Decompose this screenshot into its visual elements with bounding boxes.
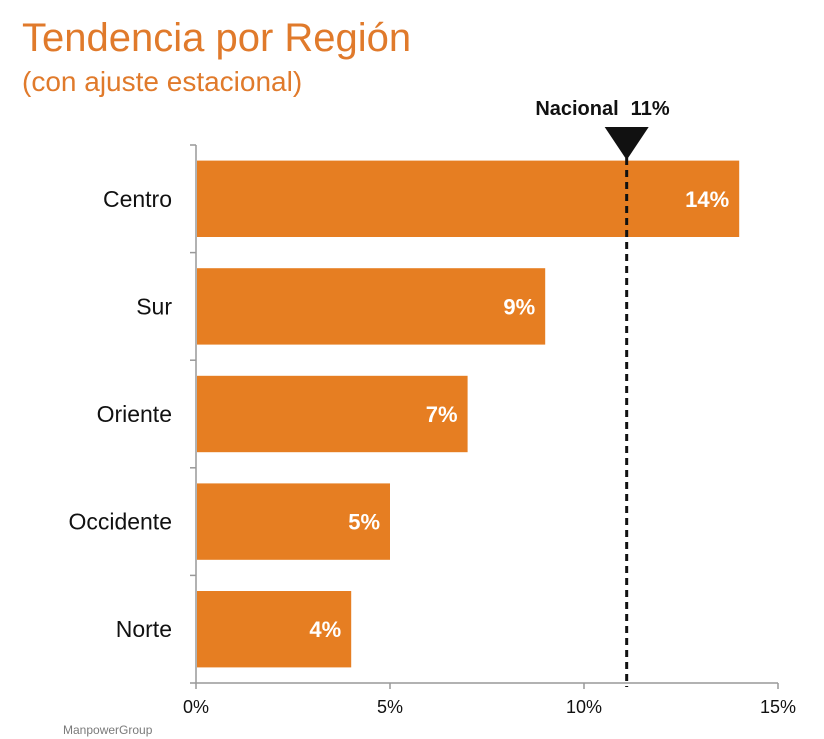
x-tick-label: 5% [377,697,403,717]
value-label-centro: 14% [685,187,729,212]
bar-occidente [197,483,390,560]
bar-sur [197,268,546,345]
bar-norte [197,591,352,668]
category-label-centro: Centro [103,186,172,212]
x-tick-label: 0% [183,697,209,717]
bar-centro [197,160,740,237]
value-label-norte: 4% [309,617,341,642]
reference-marker-triangle [604,127,649,160]
bar-oriente [197,375,468,453]
category-label-occidente: Occidente [68,509,172,535]
value-label-occidente: 5% [348,510,380,535]
category-label-sur: Sur [136,293,172,319]
value-label-sur: 9% [503,294,535,319]
x-tick-label: 10% [566,697,602,717]
bars-group [197,160,740,668]
reference-value-label: 11% [631,98,670,120]
labels-group: Centro 14% Sur 9% Oriente 7% Occidente 5% Norte 4… [68,186,729,642]
chart-title: Tendencia por Región [22,16,412,60]
source-label: ManpowerGroup [63,723,153,737]
axes-group: 0% 5% 10% 15% [183,144,796,717]
x-tick-label: 15% [760,697,796,717]
value-label-oriente: 7% [426,402,458,427]
category-label-oriente: Oriente [97,401,172,427]
category-label-norte: Norte [116,616,172,642]
reference-label: Nacional [535,98,618,120]
reference-group: Nacional 11% [535,98,670,687]
chart-subtitle: (con ajuste estacional) [22,66,303,97]
